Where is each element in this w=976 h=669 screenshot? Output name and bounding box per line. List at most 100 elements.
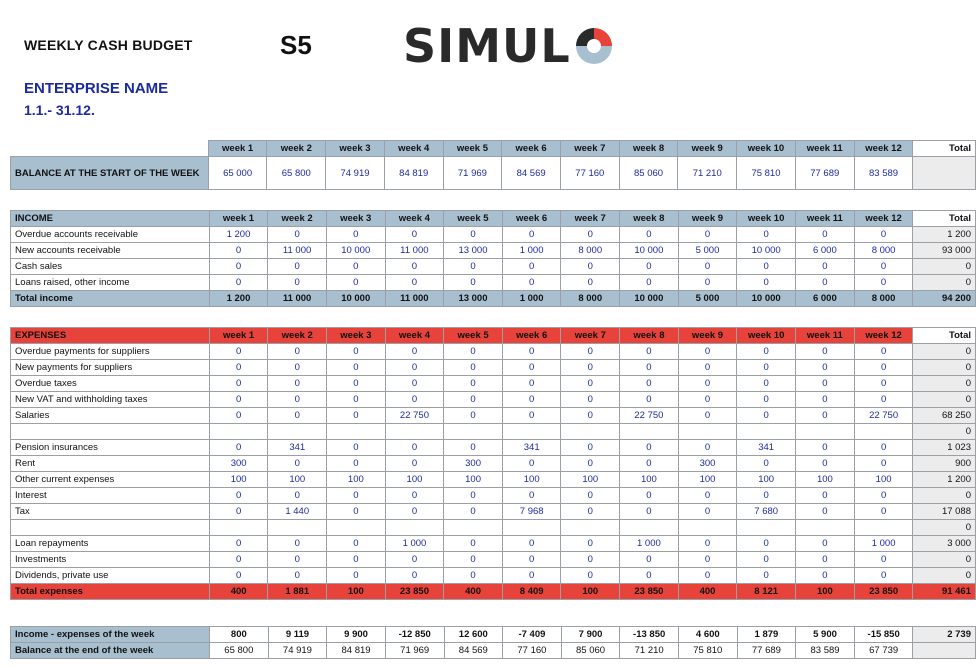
value-cell: 77 689 bbox=[736, 642, 797, 659]
total-cell: 900 bbox=[912, 455, 976, 472]
value-cell: 0 bbox=[325, 226, 386, 243]
value-cell: 4 600 bbox=[678, 626, 738, 643]
value-cell: 100 bbox=[736, 471, 797, 488]
value-cell: 0 bbox=[619, 503, 679, 520]
value-cell: 0 bbox=[267, 343, 328, 360]
value-cell: 0 bbox=[208, 242, 269, 259]
value-cell bbox=[795, 423, 855, 440]
week-header-row-label bbox=[11, 141, 209, 157]
value-cell: 74 919 bbox=[267, 642, 328, 659]
value-cell: 0 bbox=[795, 226, 855, 243]
value-cell: 67 739 bbox=[853, 642, 914, 659]
value-cell bbox=[443, 519, 503, 536]
column-header: week 11 bbox=[794, 140, 855, 157]
value-cell bbox=[267, 519, 328, 536]
value-cell: 0 bbox=[326, 391, 386, 408]
total-cell: 68 250 bbox=[912, 407, 976, 424]
value-cell: 0 bbox=[736, 487, 797, 504]
value-cell: 0 bbox=[795, 503, 855, 520]
column-header: week 4 bbox=[384, 210, 445, 227]
value-cell: 0 bbox=[619, 226, 679, 243]
value-cell: 0 bbox=[443, 375, 503, 392]
value-cell: 0 bbox=[384, 551, 445, 568]
column-header: week 10 bbox=[736, 140, 796, 157]
value-cell: 0 bbox=[619, 391, 679, 408]
value-cell: 0 bbox=[736, 567, 797, 584]
value-cell: 0 bbox=[501, 487, 562, 504]
total-cell: 93 000 bbox=[912, 242, 976, 259]
column-header: week 6 bbox=[501, 210, 562, 227]
income-row: Loans raised, other income 0 0 0 0 0 0 0 0 0 0 0 0 0 bbox=[10, 274, 976, 291]
income-total-row: Total income 1 200 11 000 10 000 11 000 13 00… bbox=[10, 290, 976, 307]
total-cell: 0 bbox=[912, 375, 976, 392]
value-cell: 0 bbox=[208, 487, 269, 504]
value-cell: 100 bbox=[208, 471, 269, 488]
column-header: week 2 bbox=[267, 327, 328, 344]
row-label: Total expenses bbox=[10, 583, 210, 600]
value-cell: 0 bbox=[677, 567, 738, 584]
value-cell: 0 bbox=[501, 274, 562, 291]
total-cell: 0 bbox=[912, 487, 976, 504]
value-cell: 11 000 bbox=[267, 290, 327, 307]
value-cell: 0 bbox=[384, 455, 445, 472]
value-cell: 0 bbox=[267, 487, 328, 504]
value-cell: 0 bbox=[795, 455, 855, 472]
value-cell: 0 bbox=[501, 455, 562, 472]
value-cell: 100 bbox=[795, 471, 855, 488]
value-cell: 0 bbox=[795, 359, 855, 376]
value-cell: 0 bbox=[795, 407, 855, 424]
value-cell: 7 900 bbox=[560, 626, 621, 643]
value-cell bbox=[560, 423, 621, 440]
expense-row: New VAT and withholding taxes 0 0 0 0 0 0 0 0 0 0 0… bbox=[10, 391, 976, 408]
expense-row: Tax 0 1 440 0 0 0 7 968 0 0 0 7 680 0 0 17 088 bbox=[10, 503, 976, 520]
balance-end-row: Balance at the end of the week 65 800 74 9… bbox=[9, 642, 976, 659]
column-header: week 1 bbox=[208, 327, 269, 344]
value-cell: 0 bbox=[501, 567, 562, 584]
value-cell: 0 bbox=[677, 226, 738, 243]
value-cell: 23 850 bbox=[384, 583, 445, 600]
expense-row: 0 bbox=[10, 423, 976, 440]
value-cell: 1 000 bbox=[501, 290, 562, 307]
value-cell: 1 000 bbox=[853, 535, 914, 552]
value-cell: 84 819 bbox=[383, 156, 444, 190]
value-cell: 0 bbox=[677, 375, 738, 392]
value-cell: 0 bbox=[326, 455, 386, 472]
balance-start-row: BALANCE AT THE START OF THE WEEK 65 000 65… bbox=[10, 156, 976, 190]
value-cell: 0 bbox=[443, 551, 503, 568]
value-cell: 0 bbox=[677, 407, 738, 424]
value-cell: 0 bbox=[208, 503, 269, 520]
value-cell: 400 bbox=[443, 583, 503, 600]
value-cell: 0 bbox=[853, 274, 914, 291]
column-header: week 5 bbox=[443, 210, 503, 227]
column-header: week 12 bbox=[853, 140, 914, 157]
value-cell: 0 bbox=[326, 551, 386, 568]
logo-text: SIMUL bbox=[403, 19, 571, 73]
income-row: Cash sales 0 0 0 0 0 0 0 0 0 0 0 0 0 bbox=[10, 258, 976, 275]
value-cell: 0 bbox=[443, 274, 503, 291]
value-cell: 0 bbox=[384, 503, 445, 520]
value-cell: 0 bbox=[208, 274, 269, 291]
column-header: week 7 bbox=[559, 140, 620, 157]
value-cell: 0 bbox=[267, 567, 328, 584]
value-cell: 0 bbox=[619, 343, 679, 360]
value-cell: 1 000 bbox=[619, 535, 679, 552]
total-cell: 17 088 bbox=[912, 503, 976, 520]
value-cell: 0 bbox=[326, 439, 386, 456]
expense-row: Overdue taxes 0 0 0 0 0 0 0 0 0 0 0 0 0 bbox=[10, 375, 976, 392]
value-cell: 0 bbox=[326, 487, 386, 504]
total-cell: 0 bbox=[912, 274, 976, 291]
value-cell: 0 bbox=[267, 407, 328, 424]
value-cell: 0 bbox=[677, 439, 738, 456]
value-cell: 0 bbox=[736, 375, 797, 392]
value-cell: 0 bbox=[795, 551, 855, 568]
value-cell: 84 819 bbox=[326, 642, 386, 659]
total-cell: 0 bbox=[912, 423, 976, 440]
row-label: Tax bbox=[10, 503, 210, 520]
expenses-total-row: Total expenses 400 1 881 100 23 850 400 8 409 1… bbox=[10, 583, 976, 600]
value-cell: 0 bbox=[443, 535, 503, 552]
expenses-table: EXPENSES week 1 week 2 week 3 week 4 week 5 we… bbox=[10, 327, 976, 600]
income-header-row-label: INCOME bbox=[10, 210, 210, 227]
value-cell: 0 bbox=[384, 258, 445, 275]
value-cell: 0 bbox=[208, 375, 269, 392]
value-cell: 0 bbox=[384, 359, 445, 376]
